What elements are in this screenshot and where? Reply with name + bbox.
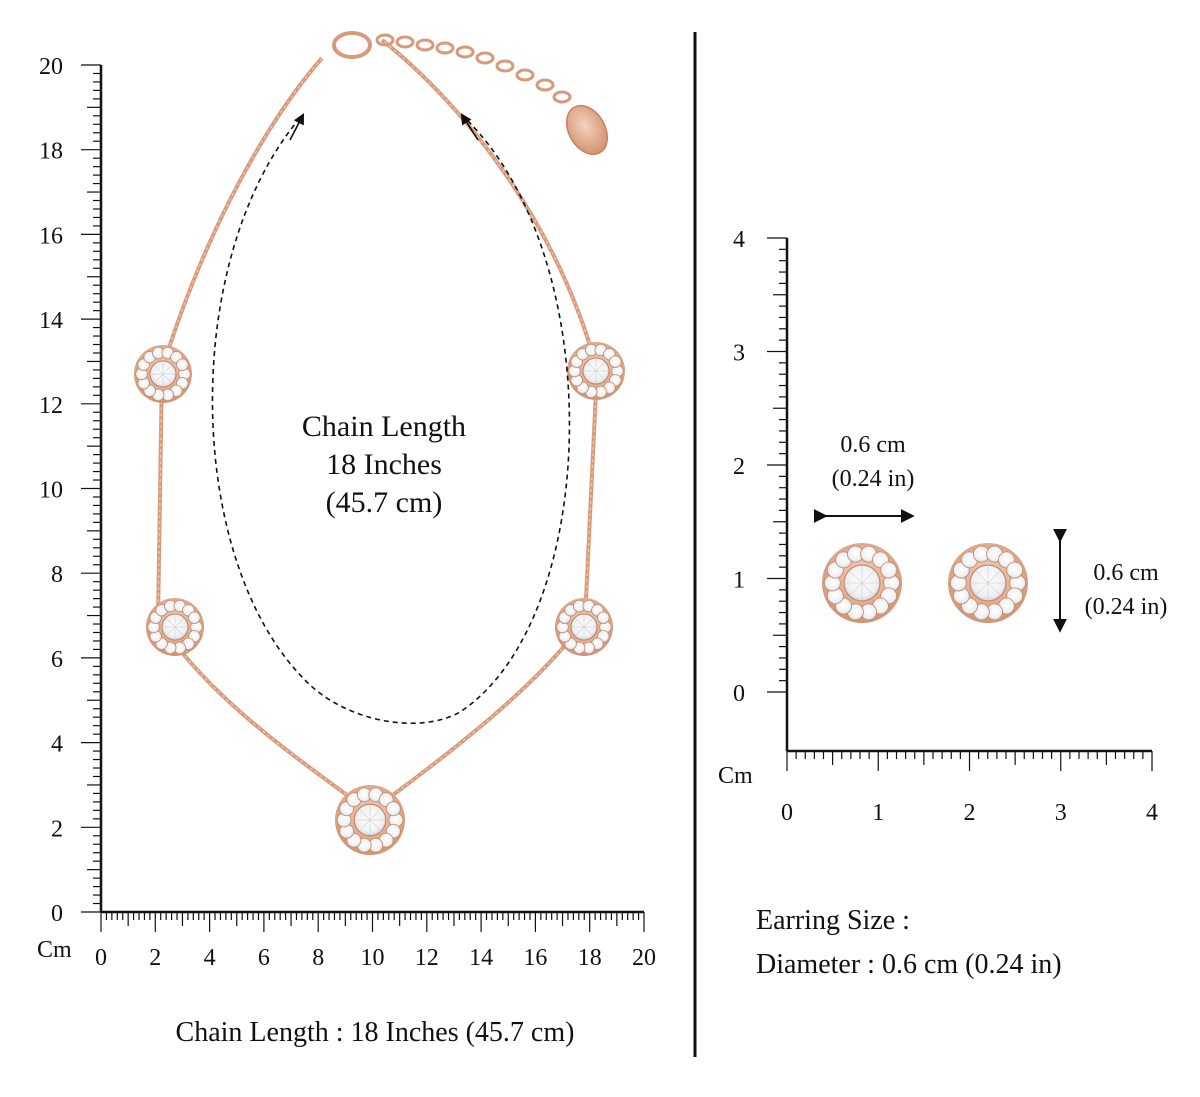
necklace-unit-label: Cm: [37, 937, 72, 963]
earring-panel: 0 1 2 3 4 0 1 2 3 4 Cm 0.6 cm (0.24 in) 0.6 cm (…: [718, 227, 1167, 980]
y-tick-label: 1: [733, 568, 745, 594]
halo-stone-icon: [335, 785, 405, 855]
x-tick-label: 2: [964, 800, 976, 826]
halo-stone-icon: [146, 598, 204, 656]
inner-label-line-2: 18 Inches: [326, 448, 442, 481]
y-tick-label: 4: [733, 227, 745, 253]
x-tick-label: 20: [632, 945, 656, 971]
y-tick-label: 20: [39, 54, 63, 80]
halo-stone-icon: [555, 598, 613, 656]
earring-x-tick-labels: 0 1 2 3 4: [781, 800, 1158, 826]
clasp-icon: [332, 31, 372, 59]
x-tick-label: 10: [361, 945, 385, 971]
inner-label-line-3: (45.7 cm): [326, 486, 443, 519]
x-tick-label: 14: [469, 945, 493, 971]
y-tick-label: 12: [39, 393, 63, 419]
x-tick-label: 3: [1055, 800, 1067, 826]
earring-y-ruler: [767, 237, 789, 751]
halo-stone-icon: [822, 543, 902, 623]
x-tick-label: 6: [258, 945, 270, 971]
x-tick-label: 1: [872, 800, 884, 826]
y-tick-label: 6: [51, 647, 63, 673]
earring-diameter: Diameter : 0.6 cm (0.24 in): [756, 949, 1062, 980]
necklace-y-ruler: [81, 64, 103, 913]
x-tick-label: 2: [149, 945, 161, 971]
x-tick-label: 12: [415, 945, 439, 971]
halo-stone-icon: [948, 543, 1028, 623]
x-tick-label: 16: [523, 945, 547, 971]
x-tick-label: 0: [781, 800, 793, 826]
tag-charm-icon: [565, 105, 609, 155]
y-tick-label: 2: [733, 454, 745, 480]
y-tick-label: 16: [39, 223, 63, 249]
necklace-x-ruler: [100, 910, 645, 932]
y-tick-label: 3: [733, 341, 745, 367]
x-tick-label: 4: [1146, 800, 1158, 826]
y-tick-label: 14: [39, 308, 63, 334]
inner-label-line-1: Chain Length: [302, 410, 466, 443]
arrow-left-icon: [289, 113, 305, 141]
necklace-x-tick-labels: 0 2 4 6 8 10 12 14 16 18 20: [95, 945, 656, 971]
x-tick-label: 8: [312, 945, 324, 971]
necklace-stations: [134, 342, 625, 855]
y-tick-label: 0: [733, 681, 745, 707]
y-tick-label: 8: [51, 562, 63, 588]
necklace-panel: 0 2 4 6 8 10 12 14 16 18 20 0 2 4 6 8 10 12 14 16 18 20 Cm: [37, 31, 656, 1048]
y-tick-label: 4: [51, 732, 63, 758]
chain-length-caption: Chain Length : 18 Inches (45.7 cm): [176, 1017, 575, 1048]
chain-length-loop: [211, 117, 571, 724]
y-tick-label: 18: [39, 139, 63, 165]
height-label-in: (0.24 in): [1085, 594, 1168, 620]
width-label-in: (0.24 in): [832, 466, 915, 492]
x-tick-label: 0: [95, 945, 107, 971]
necklace-y-tick-labels: 0 2 4 6 8 10 12 14 16 18 20: [39, 54, 63, 927]
earring-size-title: Earring Size :: [756, 905, 910, 936]
y-tick-label: 2: [51, 816, 63, 842]
y-tick-label: 0: [51, 901, 63, 927]
halo-stone-icon: [134, 345, 192, 403]
earring-pair: [822, 543, 1028, 623]
extender-chain: [375, 33, 572, 104]
y-tick-label: 10: [39, 478, 63, 504]
earring-x-ruler: [786, 749, 1153, 771]
x-tick-label: 18: [578, 945, 602, 971]
arrow-right-icon: [460, 113, 479, 141]
earring-unit-label: Cm: [718, 763, 753, 789]
x-tick-label: 4: [204, 945, 216, 971]
width-label-cm: 0.6 cm: [840, 432, 906, 458]
height-label-cm: 0.6 cm: [1093, 560, 1159, 586]
earring-y-tick-labels: 0 1 2 3 4: [733, 227, 745, 707]
halo-stone-icon: [567, 342, 625, 400]
